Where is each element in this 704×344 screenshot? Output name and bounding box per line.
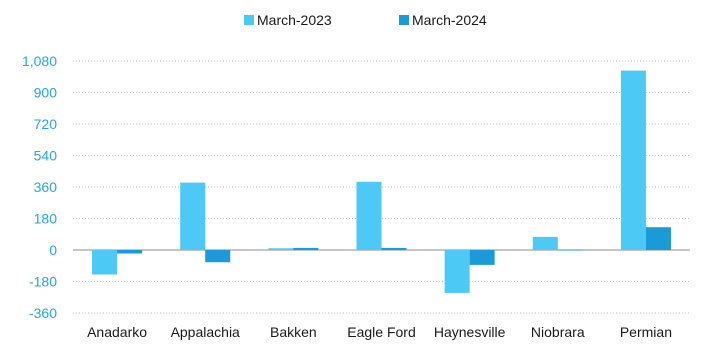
bar-permian-march-2023	[620, 70, 646, 250]
bar-permian-march-2024	[645, 227, 671, 250]
y-tick-label: -180	[29, 274, 57, 290]
y-axis-tick-labels: -360 -180 0 180 360 540 720 900 1,080	[22, 53, 57, 321]
y-tick-label: 720	[34, 116, 58, 132]
bar-niobrara-march-2023	[532, 236, 558, 250]
legend-label: March-2023	[257, 12, 332, 28]
x-tick-label: Niobrara	[531, 324, 585, 340]
x-tick-label: Permian	[620, 324, 672, 340]
x-tick-label: Haynesville	[434, 324, 506, 340]
y-tick-label: -360	[29, 305, 57, 321]
legend-swatch	[399, 15, 409, 25]
bar-haynesville-march-2023	[444, 250, 470, 293]
bar-niobrara-march-2024	[557, 249, 583, 251]
bar-appalachia-march-2024	[205, 250, 231, 263]
bar-eagle-ford-march-2024	[381, 247, 407, 250]
x-tick-label: Appalachia	[171, 324, 240, 340]
bar-anadarko-march-2023	[92, 250, 118, 275]
y-tick-label: 540	[34, 148, 58, 164]
bar-bakken-march-2023	[268, 248, 294, 250]
y-tick-label: 1,080	[22, 53, 57, 69]
legend-label: March-2024	[412, 12, 487, 28]
y-tick-label: 180	[34, 211, 58, 227]
bars	[92, 70, 671, 293]
bar-haynesville-march-2024	[469, 250, 495, 265]
legend-swatch	[244, 15, 254, 25]
y-tick-label: 360	[34, 179, 58, 195]
bar-eagle-ford-march-2023	[356, 181, 382, 250]
x-tick-label: Bakken	[270, 324, 317, 340]
y-tick-label: 900	[34, 85, 58, 101]
chart-legend: March-2023 March-2024	[244, 12, 487, 28]
bar-bakken-march-2024	[293, 247, 319, 250]
bar-appalachia-march-2023	[180, 182, 206, 250]
x-axis-tick-labels: Anadarko Appalachia Bakken Eagle Ford Haynes…	[87, 324, 672, 340]
bar-anadarko-march-2024	[117, 250, 143, 254]
y-tick-label: 0	[49, 242, 57, 258]
x-tick-label: Eagle Ford	[347, 324, 415, 340]
x-tick-label: Anadarko	[87, 324, 147, 340]
